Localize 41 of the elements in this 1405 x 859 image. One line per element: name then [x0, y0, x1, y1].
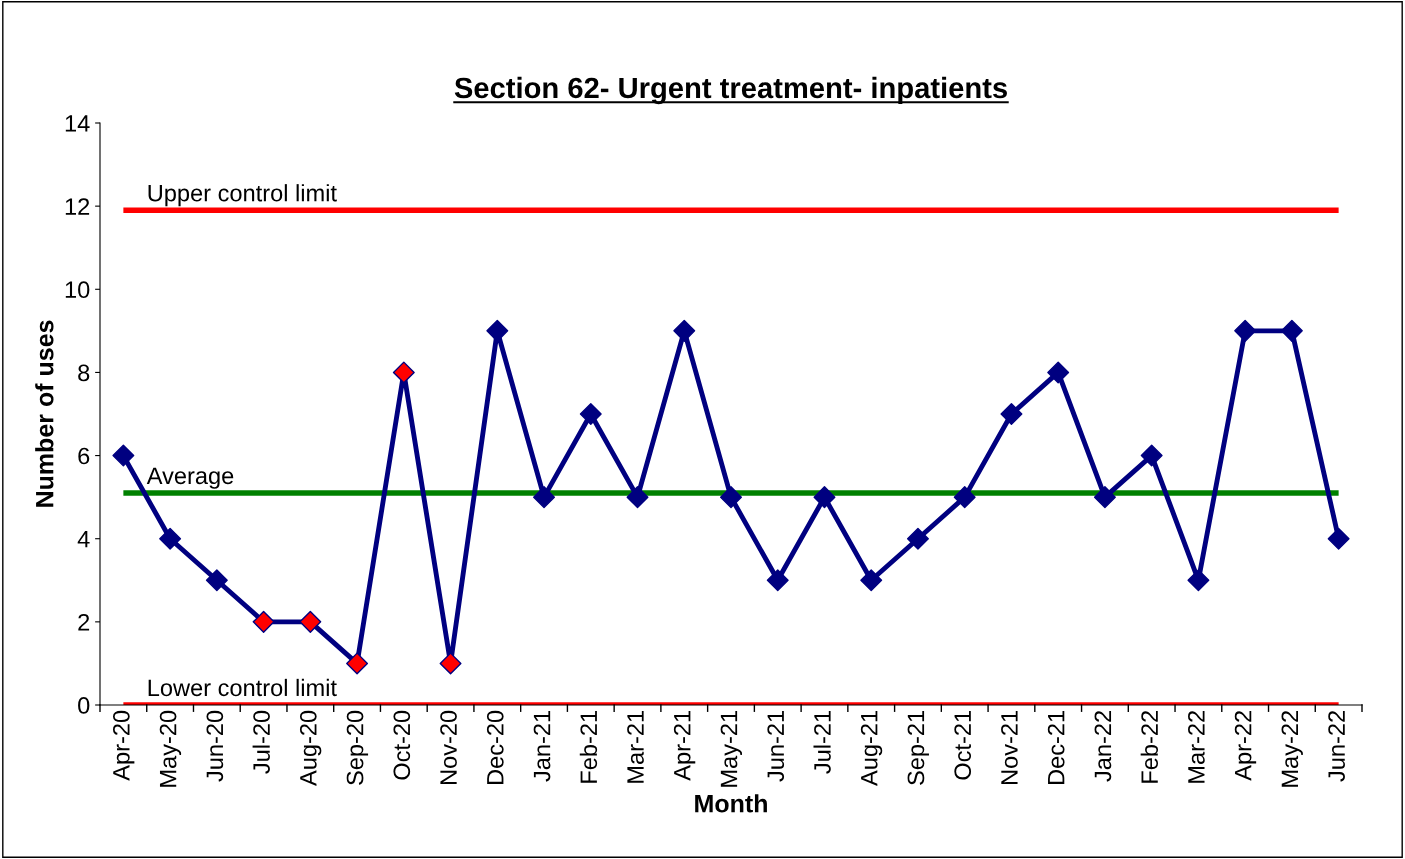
x-tick-label: Sep-21: [907, 711, 929, 785]
x-tick-label: Feb-21: [579, 711, 598, 783]
ref-line-label: Average: [146, 467, 234, 489]
chart-title: Section 62- Urgent treatment- inpatients: [454, 76, 1007, 105]
ref-line-label: Upper control limit: [148, 184, 337, 207]
y-tick-label: 10: [65, 281, 90, 299]
x-tick-label: Jan-22: [1094, 711, 1112, 782]
ref-line-label: Lower control limit: [148, 678, 337, 697]
x-tick-label: Dec-20: [486, 710, 504, 785]
x-tick-label: Nov-21: [1001, 711, 1018, 785]
x-tick-label: Oct-21: [954, 711, 972, 780]
y-tick-label: 2: [78, 613, 90, 631]
y-tick-label: 8: [78, 364, 90, 382]
x-tick-label: Jan-21: [533, 711, 551, 782]
y-tick-label: 14: [65, 115, 90, 132]
x-tick-label: Aug-21: [860, 711, 883, 786]
x-tick-label: Aug-20: [299, 710, 322, 786]
x-tick-label: May-20: [159, 710, 182, 787]
x-tick-label: Sep-20: [346, 710, 369, 785]
x-tick-label: Feb-22: [1140, 711, 1158, 783]
x-tick-label: Jul-21: [813, 711, 831, 774]
x-tick-label: May-22: [1281, 711, 1303, 787]
y-tick-label: 0: [78, 697, 90, 714]
y-tick-label: 4: [77, 531, 90, 548]
x-tick-label: Jul-20: [252, 710, 270, 774]
y-tick-label: 12: [65, 198, 90, 215]
x-tick-label: Mar-21: [627, 711, 644, 783]
x-tick-label: Jun-22: [1328, 711, 1345, 782]
x-axis-title: Month: [695, 794, 767, 813]
y-tick-label: 6: [78, 447, 90, 465]
x-tick-label: Jun-20: [206, 710, 224, 782]
y-axis-title: Number of uses: [35, 320, 54, 507]
x-tick-label: Mar-22: [1188, 711, 1205, 783]
x-tick-label: Apr-22: [1234, 711, 1257, 781]
x-tick-label: May-21: [720, 711, 743, 787]
x-tick-label: Apr-21: [673, 711, 696, 781]
x-tick-label: Apr-20: [112, 710, 135, 781]
x-tick-label: Dec-21: [1047, 711, 1065, 785]
x-tick-label: Nov-20: [440, 710, 457, 785]
x-tick-label: Oct-20: [393, 710, 411, 780]
x-tick-label: Jun-21: [767, 711, 785, 782]
